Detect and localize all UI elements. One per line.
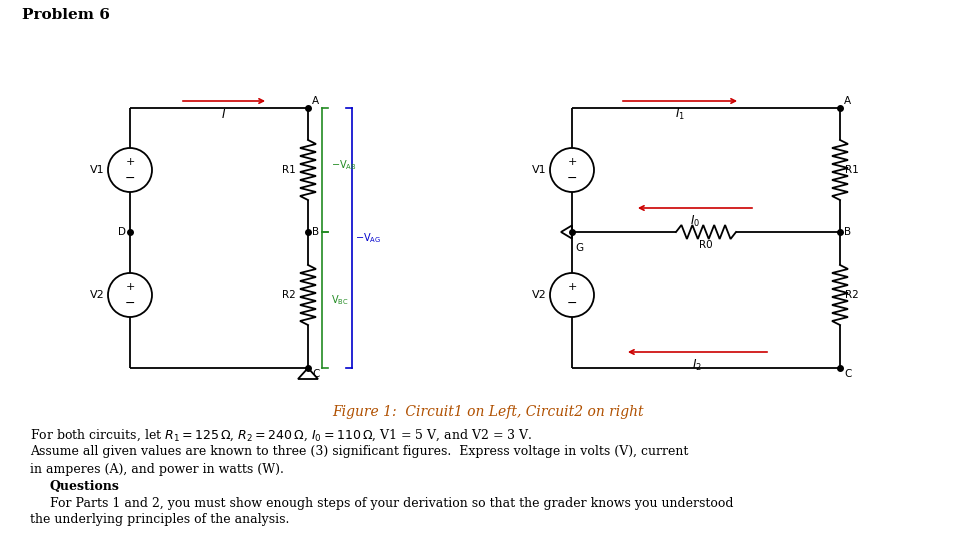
Text: V1: V1 [90,165,105,175]
Text: C: C [312,369,319,379]
Text: R1: R1 [845,165,859,175]
Text: $\mathsf{-V_{AB}}$: $\mathsf{-V_{AB}}$ [331,158,357,172]
Text: +: + [568,282,576,292]
Text: D: D [118,227,126,237]
Text: $\mathit{I_1}$: $\mathit{I_1}$ [675,107,685,122]
Text: −: − [567,171,577,184]
Text: V2: V2 [531,290,546,300]
Text: $\mathit{I_2}$: $\mathit{I_2}$ [692,358,701,373]
Text: G: G [575,243,583,253]
Text: A: A [312,96,319,106]
Text: For both circuits, let $R_1 = 125\,\Omega$, $R_2 = 240\,\Omega$, $I_0 = 110\,\Om: For both circuits, let $R_1 = 125\,\Omeg… [30,427,532,443]
Text: Assume all given values are known to three (3) significant figures.  Express vol: Assume all given values are known to thr… [30,445,689,459]
Text: C: C [844,369,851,379]
Text: R0: R0 [700,240,713,250]
Text: Questions: Questions [50,479,120,492]
Text: R2: R2 [845,290,859,300]
Text: V1: V1 [531,165,546,175]
Text: Problem 6: Problem 6 [22,8,109,22]
Text: the underlying principles of the analysis.: the underlying principles of the analysi… [30,513,289,526]
Text: $\mathit{I}$: $\mathit{I}$ [222,108,227,121]
Text: B: B [844,227,851,237]
Text: A: A [844,96,851,106]
Text: R1: R1 [282,165,296,175]
Text: For Parts 1 and 2, you must show enough steps of your derivation so that the gra: For Parts 1 and 2, you must show enough … [50,497,734,510]
Text: B: B [312,227,319,237]
Text: R2: R2 [282,290,296,300]
Text: +: + [125,157,135,167]
Text: in amperes (A), and power in watts (W).: in amperes (A), and power in watts (W). [30,463,284,476]
Text: $\mathsf{-V_{AG}}$: $\mathsf{-V_{AG}}$ [355,231,381,245]
Text: −: − [567,296,577,309]
Text: −: − [125,296,135,309]
Text: V2: V2 [90,290,105,300]
Text: +: + [568,157,576,167]
Text: $\mathsf{V_{BC}}$: $\mathsf{V_{BC}}$ [331,293,349,307]
Text: −: − [125,171,135,184]
Text: $\mathit{I_0}$: $\mathit{I_0}$ [690,214,701,228]
Text: +: + [125,282,135,292]
Text: Figure 1:  Circuit1 on Left, Circuit2 on right: Figure 1: Circuit1 on Left, Circuit2 on … [332,405,644,419]
